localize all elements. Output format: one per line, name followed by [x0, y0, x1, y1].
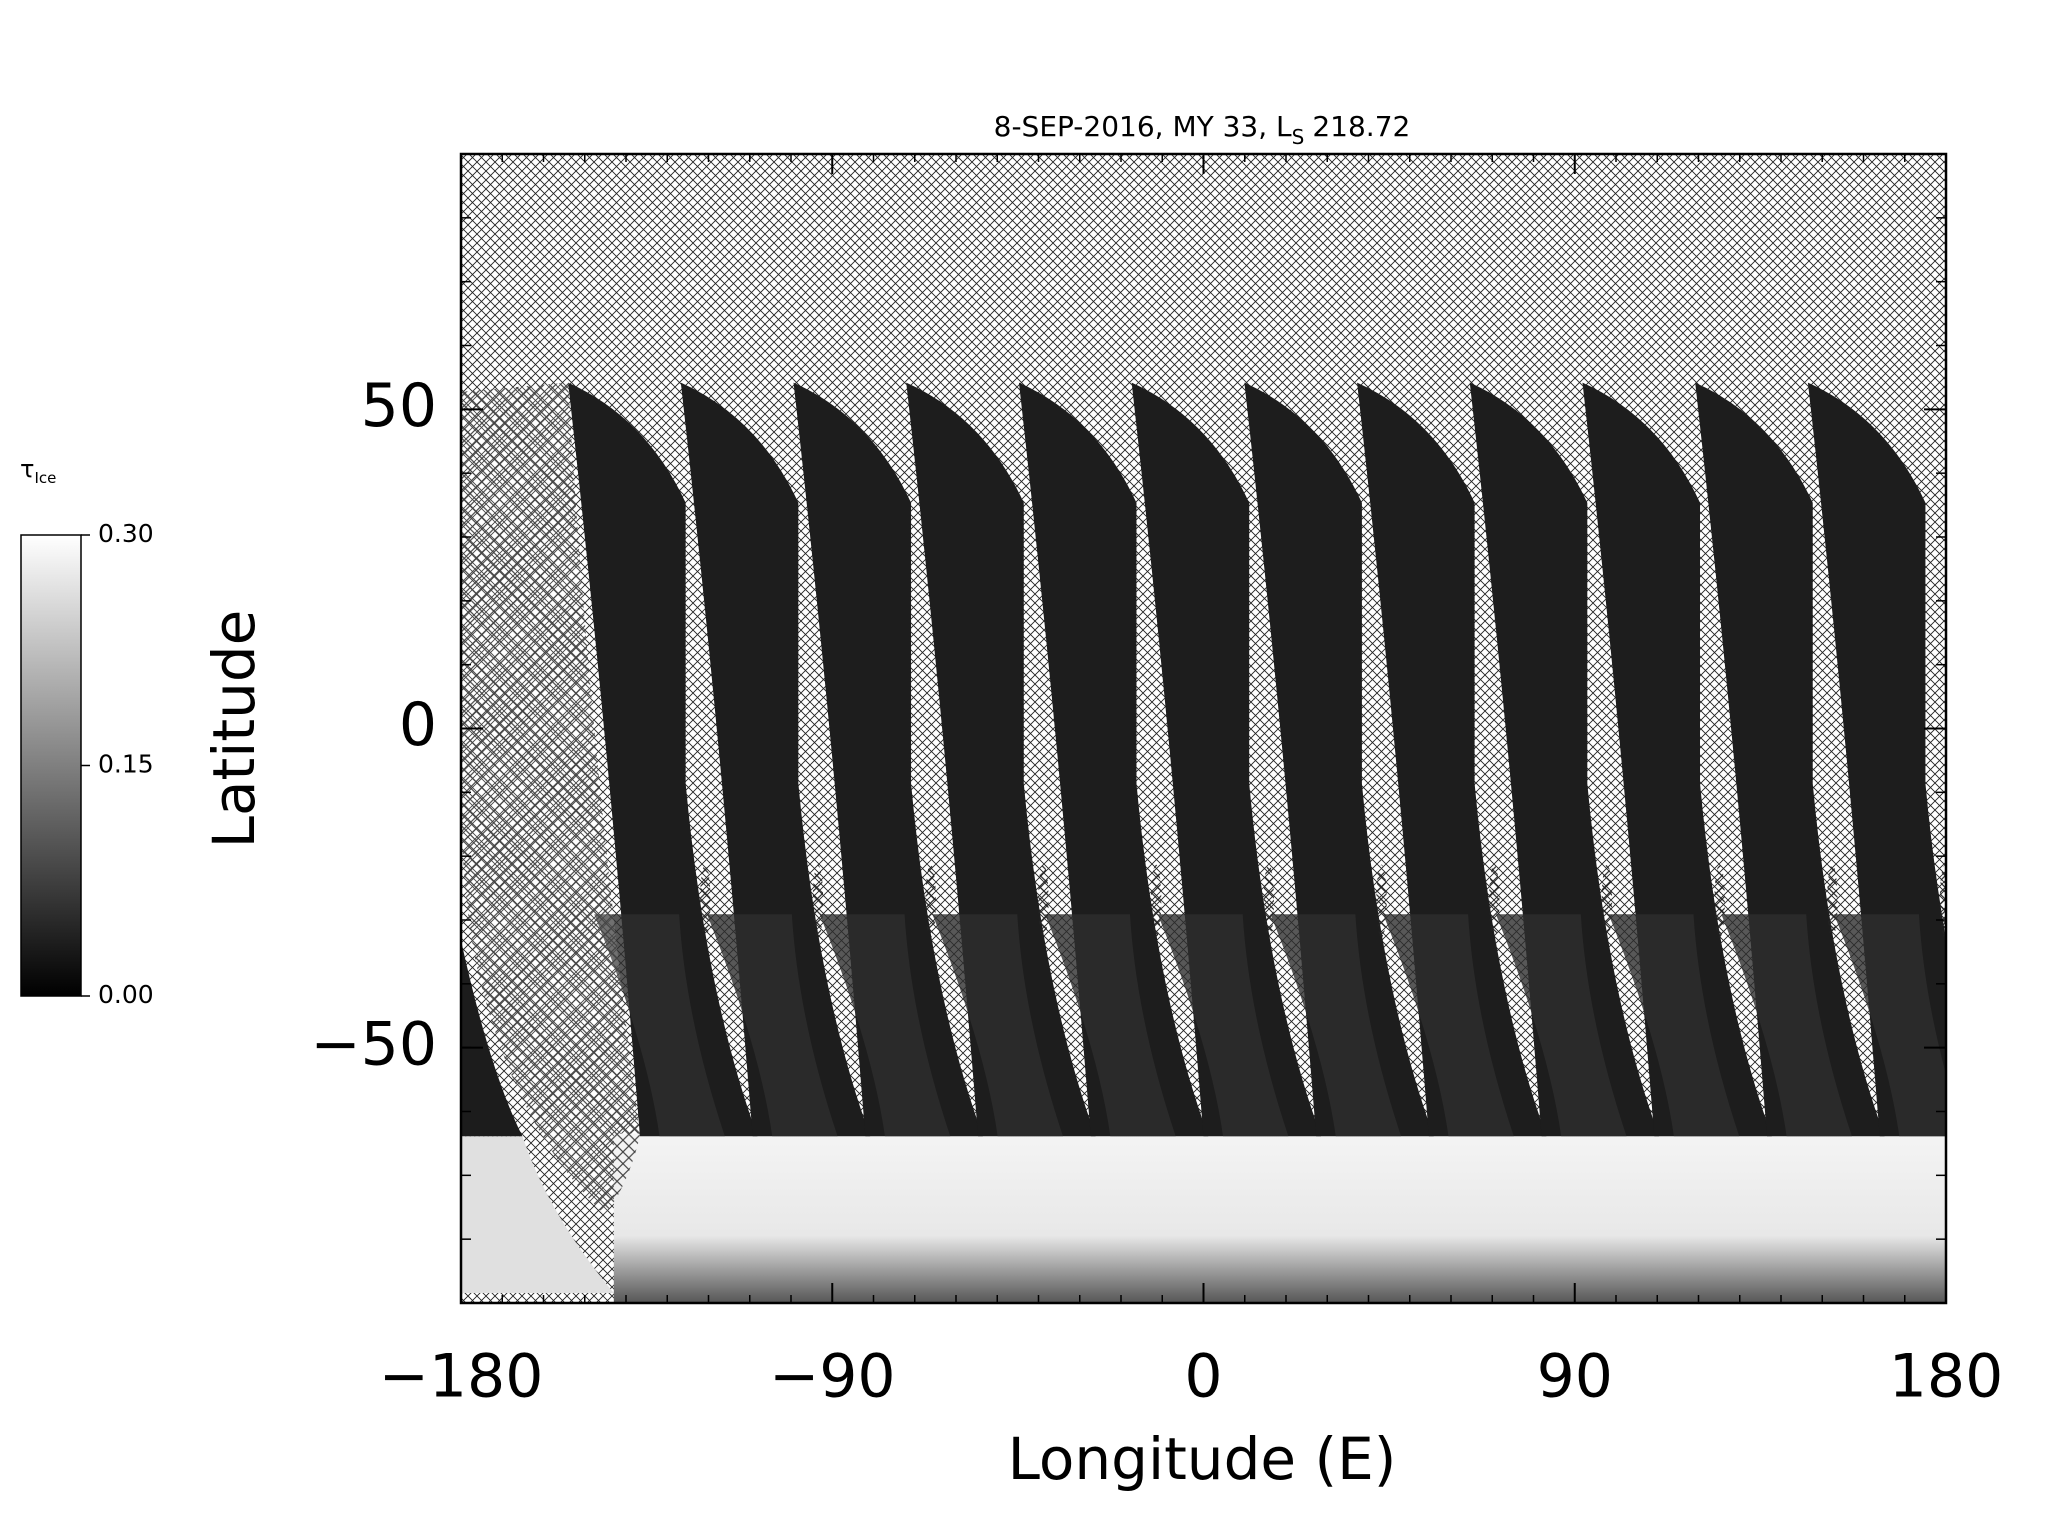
colorbar-tick-label: 0.30: [98, 519, 154, 548]
swath-gap: [812, 864, 824, 938]
no-data-lens: [461, 382, 640, 1215]
colorbar-tick-label: 0.00: [98, 980, 154, 1009]
swath-gap: [1488, 864, 1500, 938]
swath-gap: [1263, 864, 1275, 938]
colorbar: [20, 534, 82, 997]
swath: [1018, 382, 1209, 1137]
swath: [1582, 382, 1772, 1137]
colorbar-label: τIce: [20, 455, 56, 487]
swath-shade: [1270, 914, 1402, 1137]
x-tick-label: 0: [1184, 1342, 1222, 1412]
swath-shade: [1721, 914, 1852, 1137]
title-subscript: S: [1292, 125, 1305, 149]
swaths: [461, 382, 1946, 1303]
swath-gap: [1827, 864, 1838, 938]
swath-shade: [1157, 914, 1289, 1137]
x-tick-label: −180: [379, 1342, 544, 1412]
swath: [1131, 382, 1322, 1137]
polar-cap: [613, 1133, 1946, 1303]
swath: [680, 382, 871, 1137]
swath-shade: [1045, 914, 1176, 1137]
x-tick-label: 90: [1537, 1342, 1613, 1412]
colorbar-tick-label: 0.15: [98, 750, 154, 779]
x-axis-label: Longitude (E): [1008, 1425, 1397, 1493]
swath: [1244, 382, 1434, 1137]
swath: [793, 382, 983, 1137]
polar-cap: [461, 1136, 614, 1293]
swath-shade: [932, 914, 1063, 1137]
y-tick-label: −50: [310, 1009, 437, 1079]
swath: [906, 382, 1096, 1137]
chart-title: 8-SEP-2016, MY 33, LS 218.72: [994, 110, 1411, 149]
swath: [568, 382, 758, 1137]
plot-area: [459, 152, 1948, 1305]
y-tick-label: 0: [399, 690, 437, 760]
swath: [1357, 382, 1547, 1137]
title-value: 218.72: [1312, 110, 1410, 143]
swath-shade: [1834, 914, 1946, 1137]
swath-shade: [1383, 914, 1514, 1137]
swath-gap: [925, 864, 936, 938]
swath-shade: [819, 914, 951, 1137]
title-main: 8-SEP-2016, MY 33, L: [994, 110, 1292, 143]
swath-gap: [1150, 864, 1162, 938]
swath-gap: [1714, 864, 1725, 938]
swath: [1469, 382, 1660, 1137]
swath-gap: [1601, 864, 1613, 938]
colorbar-symbol: τ: [20, 455, 34, 483]
y-tick-label: 50: [361, 371, 437, 441]
y-axis-label: Latitude: [200, 610, 268, 849]
no-data-lens: [461, 382, 640, 1215]
x-tick-label: 180: [1889, 1342, 2004, 1412]
x-tick-label: −90: [769, 1342, 896, 1412]
swath-shade: [706, 914, 838, 1137]
colorbar-subscript: Ice: [34, 469, 56, 487]
swath: [1695, 382, 1885, 1137]
swath-shade: [594, 914, 725, 1137]
swath-shade: [1608, 914, 1740, 1137]
swath-gap: [1376, 864, 1387, 938]
swath-shade: [1495, 914, 1627, 1137]
swath: [461, 940, 523, 1137]
swath-gap: [700, 864, 711, 938]
swath-gap: [1038, 864, 1049, 938]
